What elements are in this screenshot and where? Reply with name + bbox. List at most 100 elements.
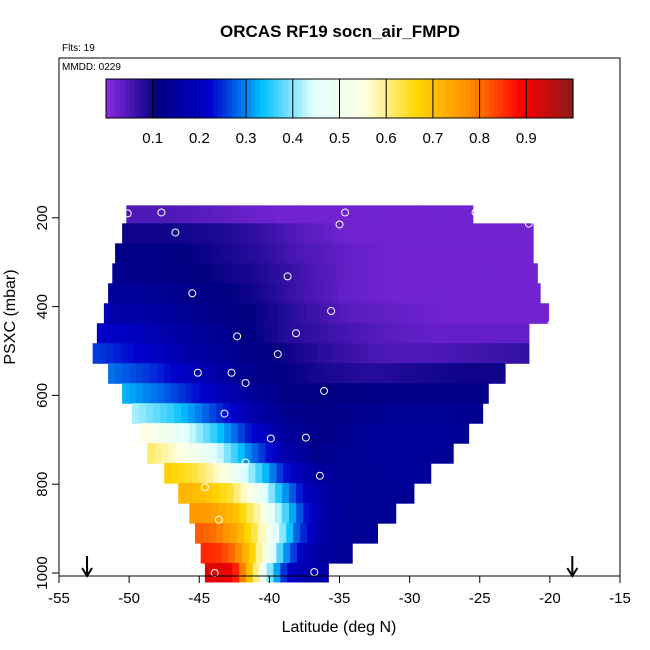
heatmap-cell: [467, 263, 476, 284]
heatmap-cell: [396, 323, 405, 344]
heatmap-cell: [390, 263, 399, 284]
heatmap-cell: [307, 423, 316, 444]
heatmap-cell: [209, 443, 218, 464]
heatmap-cell: [240, 283, 249, 304]
heatmap-cell: [405, 403, 414, 424]
heatmap-cell: [217, 423, 225, 444]
heatmap-cell: [456, 363, 464, 384]
heatmap-cell: [351, 223, 360, 244]
heatmap-cell: [266, 563, 275, 583]
heatmap-cell: [199, 483, 207, 504]
sample-point: [233, 332, 242, 341]
heatmap-cell: [254, 363, 262, 384]
colorbar-segment: [484, 79, 490, 118]
heatmap-cell: [449, 283, 458, 304]
heatmap-cell: [405, 423, 414, 444]
sample-points: [84, 208, 556, 577]
heatmap-cell: [321, 263, 329, 284]
heatmap-cell: [300, 403, 308, 424]
heatmap-cell: [370, 423, 379, 444]
colorbar-segment: [474, 79, 481, 118]
colorbar-segment: [446, 79, 453, 118]
heatmap-cell: [323, 363, 332, 384]
colorbar-segment: [348, 79, 355, 118]
heatmap-cell: [324, 283, 332, 304]
heatmap-cell: [445, 383, 454, 404]
heatmap-cell: [271, 323, 279, 344]
heatmap-cell: [470, 283, 478, 304]
colorbar-segment: [152, 79, 158, 118]
heatmap-cell: [223, 263, 232, 284]
heatmap-cell: [367, 463, 376, 484]
heatmap-cell: [275, 243, 283, 264]
heatmap-cell: [110, 323, 119, 344]
heatmap-cell: [507, 323, 516, 344]
heatmap-cell: [421, 363, 429, 384]
colorbar-segment: [372, 79, 378, 118]
heatmap-cell: [358, 363, 367, 384]
heatmap-cell: [438, 383, 447, 404]
heatmap-cell: [516, 263, 524, 284]
heatmap-cell: [226, 363, 235, 384]
heatmap-cell: [223, 403, 231, 424]
heatmap-cell: [168, 263, 176, 284]
heatmap-cell: [219, 363, 228, 384]
heatmap-cell: [288, 205, 297, 224]
heatmap-cell: [400, 363, 409, 384]
heatmap-cell: [317, 243, 325, 264]
heatmap-cell: [205, 363, 214, 384]
heatmap-cell: [147, 423, 155, 444]
heatmap-cell: [365, 283, 374, 304]
heatmap-cell: [460, 263, 469, 284]
heatmap-cell: [206, 463, 214, 484]
heatmap-cell: [411, 263, 420, 284]
heatmap-cell: [505, 243, 513, 264]
heatmap-cell: [272, 443, 280, 464]
heatmap-cell: [212, 363, 221, 384]
x-tick-label: -20: [539, 590, 561, 607]
heatmap-cell: [136, 223, 144, 244]
heatmap-cell: [402, 205, 410, 224]
heatmap-cell: [360, 303, 369, 324]
colorbar-segment: [124, 79, 130, 118]
heatmap-cell: [170, 243, 179, 264]
heatmap-cell: [333, 323, 342, 344]
heatmap-cell: [246, 205, 255, 224]
colorbar-segment: [274, 79, 280, 118]
heatmap-cell: [305, 323, 314, 344]
heatmap-cell: [185, 483, 193, 504]
heatmap-cell: [108, 283, 116, 304]
heatmap-cell: [379, 243, 388, 264]
heatmap-cell: [178, 463, 186, 484]
colorbar-segment: [292, 79, 299, 118]
heatmap-cell: [424, 383, 433, 404]
heatmap-cell: [218, 205, 226, 224]
heatmap-cell: [477, 223, 485, 244]
heatmap-cell: [423, 205, 431, 224]
heatmap-cell: [295, 205, 304, 224]
heatmap-cell: [442, 223, 451, 244]
heatmap-cell: [215, 323, 223, 344]
heatmap-cell: [386, 243, 395, 264]
heatmap-cell: [150, 383, 158, 404]
heatmap-cell: [213, 383, 222, 404]
heatmap-cell: [163, 363, 172, 384]
heatmap-cell: [268, 483, 276, 504]
heatmap-cell: [224, 503, 233, 524]
heatmap-cell: [394, 205, 403, 224]
heatmap-cell: [358, 483, 366, 504]
heatmap-cell: [228, 303, 237, 324]
heatmap-cell: [530, 263, 538, 284]
heatmap-cell: [366, 205, 375, 224]
heatmap-cell: [273, 563, 281, 583]
heatmap-cell: [333, 383, 341, 404]
heatmap-cell: [266, 423, 274, 444]
heatmap-cell: [134, 343, 143, 364]
heatmap-cell: [372, 223, 381, 244]
heatmap-cell: [526, 283, 534, 304]
heatmap-cell: [117, 323, 126, 344]
heatmap-cell: [156, 283, 165, 304]
colorbar-segment: [563, 79, 569, 118]
heatmap-cell: [120, 343, 129, 364]
sample-point: [227, 368, 236, 377]
